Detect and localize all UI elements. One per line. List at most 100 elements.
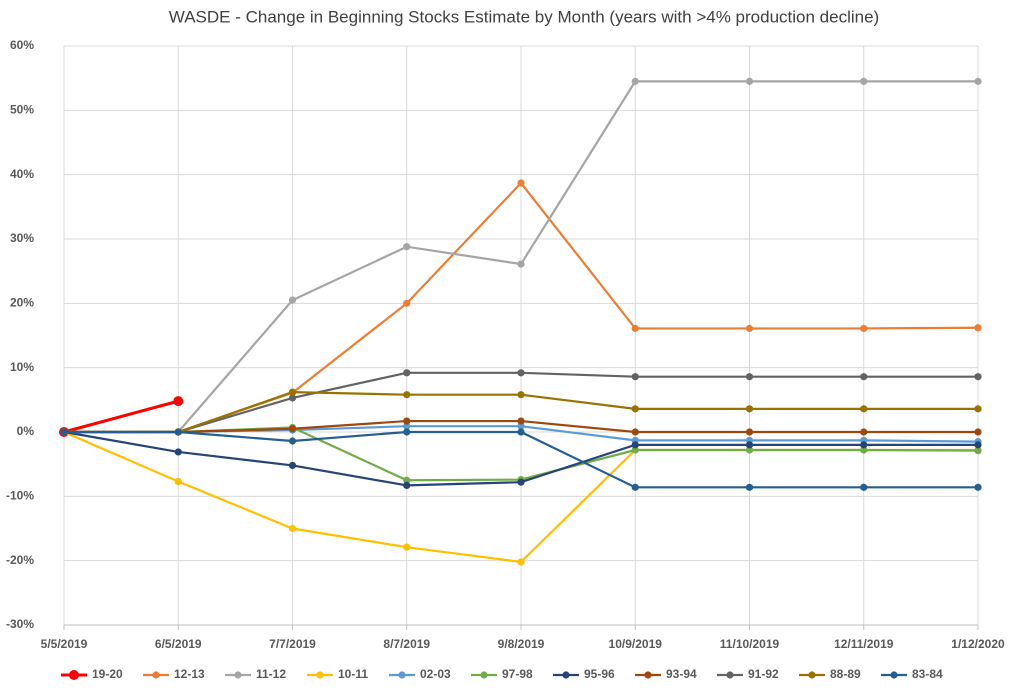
legend-label: 12-13 [174,667,205,681]
data-point [403,428,411,436]
data-point [974,77,982,85]
chart-title: WASDE - Change in Beginning Stocks Estim… [169,7,879,26]
data-point [631,428,639,436]
legend-label: 97-98 [502,667,533,681]
data-point [745,446,754,454]
data-point [974,428,982,436]
y-tick-label: 30% [10,231,34,245]
data-point [860,324,868,333]
legend-label: 11-12 [256,667,286,681]
data-point [173,396,184,407]
data-point [860,373,868,381]
data-point [517,428,525,436]
legend-label: 95-96 [584,667,615,681]
legend-swatch-marker [152,671,160,679]
data-point [974,373,982,381]
data-point [288,425,297,433]
data-point [517,558,525,566]
data-point [288,461,297,470]
y-tick-label: 20% [10,296,34,310]
y-tick-label: 0% [17,424,35,438]
x-tick-label: 6/5/2019 [155,637,202,651]
data-point [288,394,297,402]
legend-swatch-marker [234,671,242,679]
data-point [288,437,297,445]
data-point [517,260,525,268]
data-point [974,483,982,491]
data-point [860,441,868,449]
legend-label: 02-03 [420,667,451,681]
x-tick-label: 12/11/2019 [834,637,894,651]
y-tick-label: 40% [10,167,34,181]
data-point [745,324,754,333]
data-point [745,77,754,85]
legend-swatch-marker [644,671,652,679]
data-point [517,179,525,187]
data-point [745,483,754,491]
data-point [403,391,411,399]
legend-swatch-marker [398,671,406,679]
data-point [974,441,982,449]
legend-label: 83-84 [912,667,943,681]
data-point [517,417,525,425]
x-tick-label: 8/7/2019 [383,637,430,651]
data-point [174,428,182,436]
data-point [745,441,754,449]
data-point [745,428,754,436]
y-tick-label: -30% [6,617,34,631]
legend-swatch-marker [890,671,898,679]
legend-swatch-marker [808,671,816,679]
y-tick-label: 10% [10,360,34,374]
data-point [517,478,525,486]
data-point [860,483,868,491]
data-point [745,405,754,413]
legend-swatch-marker [562,671,570,679]
data-point [631,373,639,381]
legend-label: 10-11 [338,667,368,681]
data-point [860,77,868,85]
data-point [403,417,411,425]
data-point [288,296,297,304]
legend-swatch-marker [69,670,79,680]
y-tick-label: -20% [6,553,34,567]
legend-swatch-marker [480,671,488,679]
data-point [403,476,411,484]
y-tick-label: -10% [6,489,34,503]
data-point [403,299,411,307]
legend-label: 91-92 [748,667,779,681]
data-point [403,481,411,489]
data-point [403,422,411,430]
data-point [403,543,411,551]
x-tick-label: 10/9/2019 [609,637,663,651]
data-point [288,524,297,533]
data-point [860,428,868,436]
data-point [517,422,525,430]
data-point [631,77,639,85]
y-tick-label: 50% [10,103,34,117]
data-point [174,477,182,486]
legend-label: 88-89 [830,667,861,681]
data-point [631,405,639,413]
data-point [403,243,411,251]
data-point [288,388,297,396]
x-tick-label: 7/7/2019 [269,637,316,651]
data-point [974,405,982,413]
x-tick-label: 5/5/2019 [41,637,88,651]
data-point [745,373,754,381]
data-point [974,324,982,332]
data-point [631,483,639,491]
series-line [63,399,179,434]
y-tick-label: 60% [10,38,34,52]
x-tick-label: 9/8/2019 [498,637,545,651]
data-point [631,324,639,333]
data-point [60,428,68,436]
x-tick-label: 11/10/2019 [720,637,780,651]
data-point [517,391,525,399]
legend-swatch-marker [316,671,324,679]
data-point [974,447,982,455]
data-point [403,369,411,377]
x-tick-label: 1/12/2020 [951,637,1005,651]
legend-swatch-marker [726,671,734,679]
